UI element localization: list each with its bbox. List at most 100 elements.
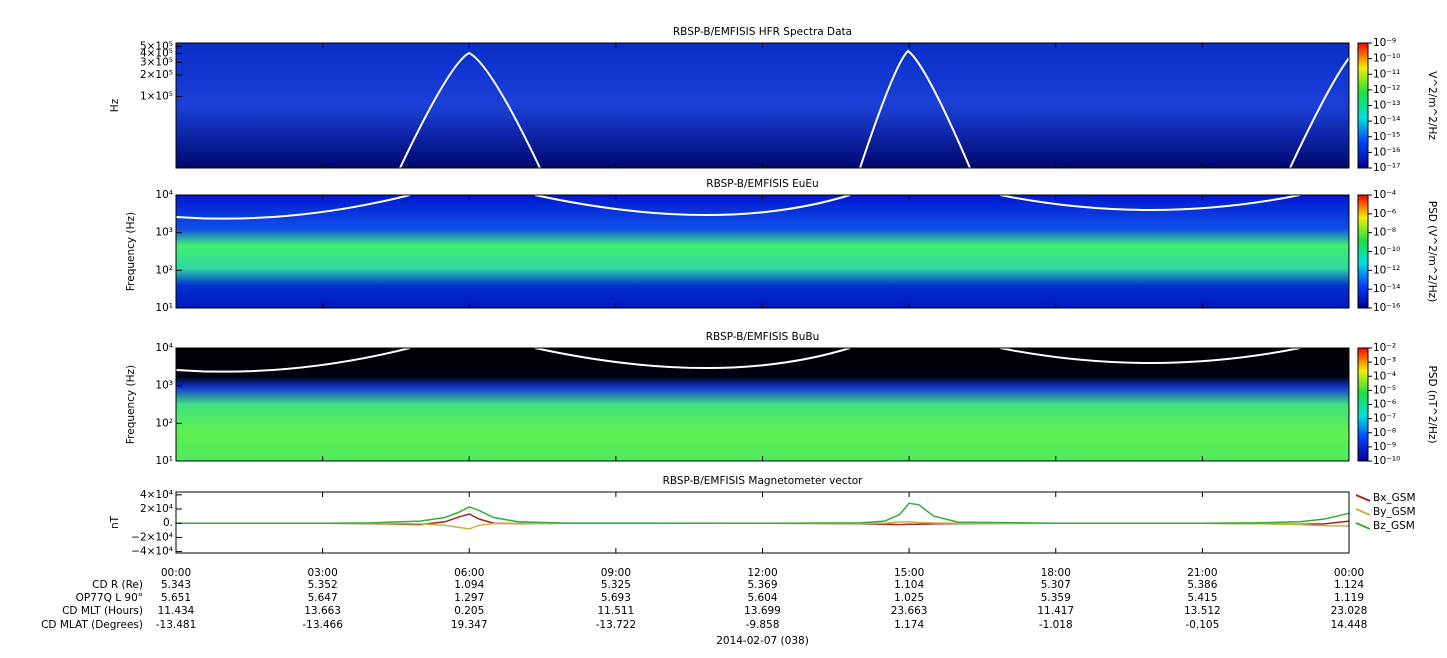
colorbar-tick-label: 10⁻¹⁶ — [1373, 146, 1400, 158]
colorbar-tick-label: 10⁻¹⁰ — [1373, 246, 1400, 258]
ephemeris-value: 23.028 — [1331, 605, 1368, 617]
ephemeris-value: -0.105 — [1185, 619, 1219, 631]
cutoff-curve — [175, 194, 1301, 220]
colorbar-tick-label: 10⁻³ — [1373, 356, 1396, 368]
ephemeris-value: 5.343 — [161, 579, 191, 591]
y-axis-label: nT — [109, 515, 121, 529]
spectrogram-image — [176, 43, 1349, 168]
y-tick-label: 10¹ — [155, 302, 173, 314]
spectrogram-image — [176, 348, 1349, 461]
y-tick-label: 5×10⁵ — [140, 41, 173, 53]
y-tick-label: 1×10⁵ — [140, 90, 173, 102]
ephemeris-value: 5.693 — [601, 592, 631, 604]
colorbar — [1357, 194, 1369, 309]
ephemeris-value: 5.386 — [1187, 579, 1217, 591]
x-tick-label: 00:00 — [161, 567, 191, 579]
x-tick-label: 03:00 — [307, 567, 337, 579]
ephemeris-value: -13.466 — [302, 619, 343, 631]
colorbar-tick-label: 10⁻¹⁴ — [1373, 283, 1400, 295]
y-tick-label: 10³ — [155, 227, 173, 239]
colorbar-tick-label: 10⁻¹⁰ — [1373, 455, 1400, 467]
ephemeris-value: 1.104 — [894, 579, 924, 591]
date-label: 2014-02-07 (038) — [716, 635, 809, 647]
ephemeris-value: 5.604 — [747, 592, 777, 604]
ephemeris-value: 5.359 — [1041, 592, 1071, 604]
colorbar-tick-label: 10⁻¹² — [1373, 264, 1400, 276]
ephemeris-value: 1.174 — [894, 619, 924, 631]
ephemeris-value: 13.663 — [304, 605, 341, 617]
ephemeris-value: 11.434 — [158, 605, 195, 617]
y-tick-label: −2×10⁴ — [131, 531, 173, 543]
colorbar-tick-label: 10⁻⁴ — [1373, 370, 1396, 382]
ephemeris-value: 13.699 — [744, 605, 781, 617]
y-tick-label: 4×10⁵ — [140, 47, 173, 59]
ephemeris-value: -9.858 — [746, 619, 780, 631]
series-line — [176, 502, 1350, 524]
legend-label: Bx_GSM — [1373, 492, 1416, 504]
colorbar-tick-label: 10⁻⁸ — [1373, 227, 1396, 239]
ephemeris-value: 5.307 — [1041, 579, 1071, 591]
colorbar-label: PSD (nT^2/Hz) — [1426, 365, 1438, 443]
ephemeris-label: CD MLAT (Degrees) — [41, 619, 143, 631]
y-tick-label: 10² — [155, 417, 173, 429]
colorbar-tick-label: 10⁻¹⁴ — [1373, 115, 1400, 127]
legend-label: By_GSM — [1373, 506, 1416, 518]
colorbar-tick-label: 10⁻¹⁷ — [1373, 162, 1400, 174]
y-tick-label: 2×10⁵ — [140, 69, 173, 81]
ephemeris-value: 19.347 — [451, 619, 488, 631]
colorbar-tick-label: 10⁻⁸ — [1373, 427, 1396, 439]
ephemeris-value: 23.663 — [891, 605, 928, 617]
colorbar-tick-label: 10⁻¹⁵ — [1373, 131, 1400, 143]
ephemeris-value: 5.415 — [1187, 592, 1217, 604]
ephemeris-value: 1.094 — [454, 579, 484, 591]
colorbar-tick-label: 10⁻¹² — [1373, 84, 1400, 96]
colorbar-tick-label: 10⁻⁹ — [1373, 441, 1396, 453]
x-tick-label: 00:00 — [1334, 567, 1364, 579]
x-tick-label: 18:00 — [1041, 567, 1071, 579]
ephemeris-value: 14.448 — [1331, 619, 1368, 631]
x-tick-label: 06:00 — [454, 567, 484, 579]
colorbar-tick-label: 10⁻¹¹ — [1373, 68, 1400, 80]
ephemeris-value: 5.352 — [308, 579, 338, 591]
y-axis-label: Frequency (Hz) — [125, 365, 137, 444]
ephemeris-value: 11.511 — [598, 605, 635, 617]
colorbar-tick-label: 10⁻⁶ — [1373, 208, 1396, 220]
colorbar-tick-label: 10⁻² — [1373, 342, 1396, 354]
ephemeris-value: -1.018 — [1039, 619, 1073, 631]
legend-label: Bz_GSM — [1373, 520, 1415, 532]
colorbar-tick-label: 10⁻⁴ — [1373, 189, 1396, 201]
colorbar-tick-label: 10⁻¹⁶ — [1373, 302, 1400, 314]
colorbar-label: V^2/m^2/Hz — [1426, 71, 1438, 140]
ephemeris-label: CD R (Re) — [92, 579, 143, 591]
ephemeris-value: 5.369 — [747, 579, 777, 591]
colorbar — [1357, 42, 1369, 169]
y-tick-label: 10¹ — [155, 455, 173, 467]
x-tick-label: 21:00 — [1187, 567, 1217, 579]
ephemeris-value: 5.651 — [161, 592, 191, 604]
cutoff-curve — [175, 347, 1301, 373]
x-tick-label: 09:00 — [601, 567, 631, 579]
x-tick-label: 12:00 — [747, 567, 777, 579]
y-tick-label: 10⁴ — [155, 342, 173, 354]
ephemeris-value: 1.025 — [894, 592, 924, 604]
y-axis-label: Frequency (Hz) — [125, 212, 137, 291]
ephemeris-value: 11.417 — [1037, 605, 1074, 617]
panel-title: RBSP-B/EMFISIS HFR Spectra Data — [673, 26, 852, 38]
colorbar-label: PSD (V^2/m^2/Hz) — [1426, 201, 1438, 302]
colorbar-tick-label: 10⁻¹⁰ — [1373, 53, 1400, 65]
ephemeris-value: 13.512 — [1184, 605, 1221, 617]
y-tick-label: 0. — [163, 517, 173, 529]
colorbar-tick-label: 10⁻⁹ — [1373, 37, 1396, 49]
y-axis-label: Hz — [109, 98, 121, 112]
panel-title: RBSP-B/EMFISIS EuEu — [706, 178, 818, 190]
ephemeris-value: -13.481 — [156, 619, 197, 631]
ephemeris-value: 5.647 — [308, 592, 338, 604]
ephemeris-value: 1.124 — [1334, 579, 1364, 591]
colorbar-tick-label: 10⁻⁵ — [1373, 384, 1396, 396]
ephemeris-label: OP77Q L 90° — [76, 592, 143, 604]
ephemeris-label: CD MLT (Hours) — [62, 605, 143, 617]
cutoff-curve — [399, 49, 1350, 169]
colorbar-tick-label: 10⁻¹³ — [1373, 100, 1400, 112]
y-tick-label: 2×10⁴ — [140, 503, 173, 515]
colorbar-tick-label: 10⁻⁷ — [1373, 413, 1396, 425]
